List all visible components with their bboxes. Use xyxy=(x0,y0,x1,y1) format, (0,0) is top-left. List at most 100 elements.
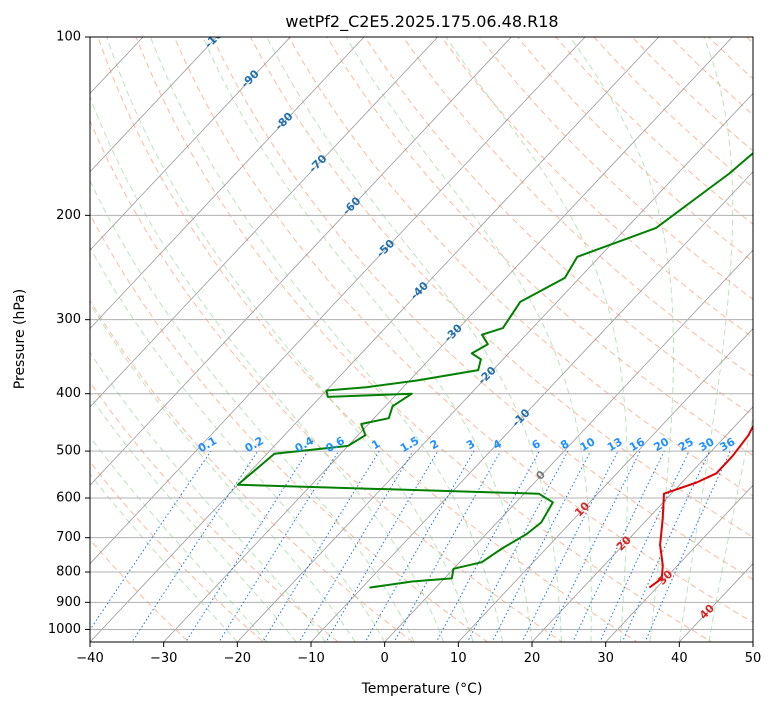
isotherm-line xyxy=(678,563,753,642)
mixing-ratio-line xyxy=(131,450,259,642)
dry-adiabat-line xyxy=(326,37,753,457)
y-tick-label: 100 xyxy=(56,30,81,45)
mixing-ratio-line xyxy=(185,450,309,642)
y-tick-label: 400 xyxy=(56,386,81,401)
x-axis-label: Temperature (°C) xyxy=(361,681,483,697)
x-tick-label: −30 xyxy=(150,651,177,666)
moist-adiabat-line xyxy=(106,37,474,642)
mixing-ratio-line xyxy=(393,450,502,642)
moist-adiabat-line xyxy=(90,246,386,642)
mixing-ratio-label: 0.6 xyxy=(324,434,348,455)
isotherm-line xyxy=(752,641,753,642)
dry-adiabat-line xyxy=(288,37,753,497)
mixing-ratio-line xyxy=(644,450,731,642)
x-tick-label: 40 xyxy=(671,651,688,666)
mixing-ratio-line xyxy=(364,450,475,642)
mixing-ratio-label: 0.1 xyxy=(196,434,219,455)
x-tick-label: 10 xyxy=(450,651,467,666)
x-tick-label: 20 xyxy=(524,651,541,666)
isotherm-line xyxy=(163,37,733,642)
mixing-ratio-line xyxy=(298,450,414,642)
dry-adiabat-line xyxy=(440,37,753,339)
mixing-ratio-line xyxy=(466,450,569,642)
mixing-ratio-line xyxy=(572,450,665,642)
dry-adiabat-line xyxy=(708,37,753,80)
plot-frame xyxy=(89,36,754,643)
dry-adiabat-line xyxy=(90,299,414,642)
mixing-ratio-line xyxy=(90,450,212,631)
mixing-ratio-line xyxy=(325,450,439,642)
moist-adiabat-line xyxy=(345,37,592,642)
isotherm-line xyxy=(90,37,291,251)
x-tick-label: 30 xyxy=(597,651,614,666)
mixing-ratio-label: 0.2 xyxy=(243,434,266,455)
dry-adiabat-line xyxy=(211,37,753,581)
isotherm-line xyxy=(90,37,439,408)
y-tick-label: 600 xyxy=(56,491,81,506)
moist-adiabat-line xyxy=(90,95,445,642)
isotherm-line xyxy=(90,37,218,173)
isotherm-line xyxy=(531,406,753,642)
x-tick-label: 0 xyxy=(381,651,389,666)
isotherm-line xyxy=(90,37,365,330)
dry-adiabat-line xyxy=(364,37,753,417)
y-tick-label: 800 xyxy=(56,565,81,580)
isotherm-line xyxy=(310,171,753,642)
x-tick-label: −20 xyxy=(224,651,251,666)
dry-adiabat-line xyxy=(90,381,340,642)
dry-adiabat-line xyxy=(250,37,753,538)
y-tick-label: 200 xyxy=(56,208,81,223)
y-tick-label: 1000 xyxy=(48,622,81,637)
temperature-profile-line xyxy=(648,424,753,589)
moist-adiabat-line xyxy=(90,473,238,642)
dry-adiabat-line xyxy=(631,37,753,152)
y-tick-label: 500 xyxy=(56,444,81,459)
dry-adiabat-line xyxy=(97,37,638,642)
moist-adiabat-line xyxy=(90,179,415,642)
mixing-ratio-line xyxy=(435,450,540,642)
moist-adiabat-line xyxy=(569,37,675,642)
isotherm-line xyxy=(0,24,8,654)
isotherm-line xyxy=(90,37,512,486)
dry-adiabat-line xyxy=(90,461,265,642)
moist-adiabat-line xyxy=(90,302,356,642)
mixing-ratio-line xyxy=(521,450,619,642)
y-tick-label: 900 xyxy=(56,595,81,610)
dry-adiabat-line xyxy=(593,37,753,189)
moist-adiabat-line xyxy=(150,37,503,642)
y-tick-label: 700 xyxy=(56,530,81,545)
mixing-ratio-label: 2 xyxy=(428,437,441,452)
x-tick-label: −10 xyxy=(297,651,324,666)
mixing-ratio-label: 3 xyxy=(464,437,477,452)
dry-adiabat-line xyxy=(517,37,753,263)
mixing-ratio-label: 0.4 xyxy=(293,434,317,455)
isotherm-line xyxy=(384,249,753,642)
dry-adiabat-line xyxy=(173,37,753,624)
chart-title: wetPf2_C2E5.2025.175.06.48.R18 xyxy=(285,12,558,32)
mixing-ratio-line xyxy=(621,450,711,642)
mixing-ratio-label: 8 xyxy=(558,437,571,452)
dry-adiabat-line xyxy=(90,539,190,642)
isotherm-line xyxy=(236,92,753,642)
moist-adiabat-line xyxy=(90,395,297,642)
dry-adiabat-line xyxy=(90,213,489,642)
dry-adiabat-line xyxy=(90,119,564,642)
moist-adiabat-line xyxy=(445,37,628,642)
isotherm-line xyxy=(605,484,753,642)
moist-adiabat-line xyxy=(678,37,734,642)
mixing-ratio-label: 4 xyxy=(491,437,504,452)
dry-adiabat-line xyxy=(746,37,753,44)
isotherm-line xyxy=(90,37,586,565)
mixing-ratio-label: 1.5 xyxy=(398,434,421,455)
dry-adiabat-line xyxy=(135,37,713,642)
isotherm-line xyxy=(457,327,753,642)
moist-adiabat-line xyxy=(708,414,753,642)
dry-adiabat-line xyxy=(479,37,753,300)
mixing-ratio-line xyxy=(262,450,380,642)
x-tick-label: −40 xyxy=(76,651,103,666)
moist-adiabat-line xyxy=(202,37,533,642)
moist-adiabat-line xyxy=(266,37,562,642)
dry-adiabat-line xyxy=(555,37,753,225)
mixing-ratio-line xyxy=(218,450,340,642)
mixing-ratio-line xyxy=(545,450,641,642)
